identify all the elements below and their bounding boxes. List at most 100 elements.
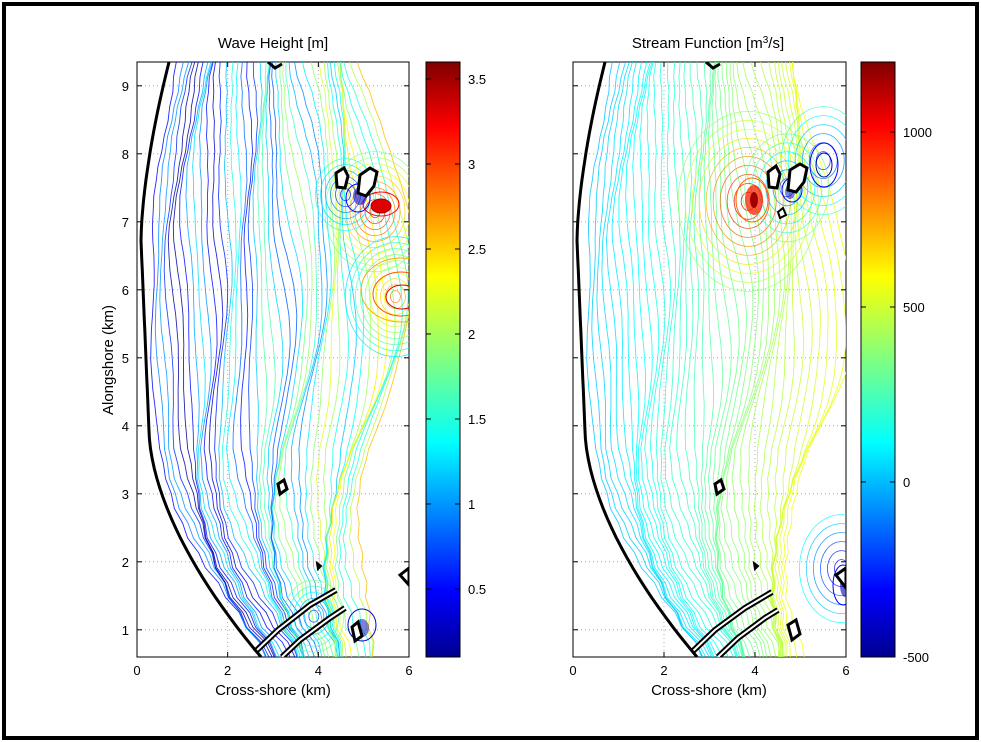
wave-height-y-ticks: 1 2 3 4 5 6 7 8 9	[122, 79, 409, 638]
wave-height-contour-line-18	[247, 62, 305, 657]
wave-height-feature-1-ring-1	[389, 290, 401, 304]
wave-height-contour-line-28	[283, 62, 334, 657]
stream-function-contour-line-10	[644, 62, 729, 657]
stream-function-x-ticks: 0 2 4 6	[569, 62, 850, 678]
wave-height-contour-line-4	[167, 62, 273, 657]
wave-height-breakwater-1-inner	[254, 589, 337, 653]
wave-height-contour-line-6	[179, 62, 276, 657]
wave-height-feature-1-ring-3	[380, 278, 409, 315]
wave-height-feature-1-ring-2	[384, 284, 406, 310]
wave-height-contour-line-20	[257, 62, 303, 657]
wave-height-panel: Wave Height [m]	[100, 35, 413, 699]
wave-height-contour-line-31	[301, 62, 340, 657]
stream-function-panel: Stream Function [m3/s]	[569, 35, 850, 700]
stream-function-x-tick-label-2: 4	[751, 663, 758, 678]
stream-function-colorbar: -500 0 500 1000	[860, 61, 932, 665]
wave-height-contour-line-38	[325, 62, 372, 657]
wave-height-contour-line-44	[348, 62, 409, 657]
stream-function-contour-line-20	[703, 62, 744, 657]
wave-height-contour-line-19	[252, 62, 304, 657]
stream-function-contour-line-6	[618, 62, 714, 657]
wave-height-contour-line-30	[294, 62, 341, 657]
stream-function-feature-2-ring-6	[799, 514, 846, 623]
wave-height-island-2	[356, 166, 379, 198]
wave-height-colorbar-ticks: 0.5 1 1.5 2 2.5 3 3.5	[426, 72, 486, 597]
wave-height-contour-line-32	[310, 62, 338, 657]
stream-function-breakwater-1-inner	[691, 591, 773, 653]
wave-height-y-tick-label-6: 7	[122, 215, 129, 230]
stream-function-feature-3-ring-6	[744, 133, 830, 243]
wave-height-y-tick-label-8: 9	[122, 79, 129, 94]
stream-function-feature-0-ring-8	[691, 128, 805, 274]
stream-function-hotspot	[735, 177, 769, 223]
stream-function-contour-line-17	[684, 62, 745, 657]
wave-height-contours	[139, 62, 409, 657]
wave-height-contour-line-25	[271, 62, 323, 657]
stream-function-colorbar-tick-label-2: 500	[903, 300, 925, 315]
stream-function-feature-0-ring-10	[677, 110, 819, 292]
stream-function-feature-0-ring-3	[726, 173, 770, 229]
stream-function-feature-1-ring-4	[794, 124, 846, 197]
stream-function-contours	[575, 62, 846, 657]
wave-height-contour-line-41	[334, 62, 396, 657]
wave-height-contour-line-17	[240, 62, 305, 657]
wave-height-feature-1-ring-6	[365, 260, 409, 333]
stream-function-contour-line-0	[586, 62, 703, 657]
wave-height-contour-line-5	[172, 62, 275, 657]
wave-height-feature-1-ring-8	[355, 248, 409, 345]
stream-function-contour-line-7	[625, 62, 715, 657]
wave-height-feature-0-ring-8	[334, 163, 409, 260]
stream-function-feature-2-ring-3	[820, 541, 846, 596]
wave-height-contour-line-29	[288, 62, 339, 657]
wave-height-contour-line-9	[199, 62, 285, 657]
wave-height-contour-line-37	[323, 62, 365, 657]
stream-function-island-7	[833, 566, 846, 591]
stream-function-colorbar-tick-label-1: 0	[903, 475, 910, 490]
wave-height-island-5	[315, 560, 323, 572]
wave-height-contour-line-45	[356, 62, 409, 657]
stream-function-contour-line-4	[606, 62, 710, 657]
stream-function-island-6	[786, 617, 802, 643]
wave-height-coastline	[139, 62, 263, 657]
stream-function-feature-2-ring-5	[806, 523, 846, 614]
wave-height-island-7	[350, 619, 364, 644]
wave-height-x-tick-label-0: 0	[133, 663, 140, 678]
wave-height-feature-3-ring-1	[308, 609, 320, 623]
wave-height-feature-1-ring-9	[350, 242, 409, 351]
wave-height-island-1	[334, 165, 350, 190]
stream-function-contour-line-25	[717, 62, 764, 657]
stream-function-contour-line-28	[731, 62, 777, 657]
stream-function-x-tick-label-3: 6	[842, 663, 849, 678]
wave-height-y-tick-label-2: 3	[122, 487, 129, 502]
wave-height-contour-line-27	[278, 62, 330, 657]
wave-height-contour-line-16	[232, 62, 304, 657]
wave-height-title: Wave Height [m]	[218, 35, 328, 52]
wave-height-breakwater-2-inner	[281, 607, 346, 657]
wave-height-contour-line-42	[338, 62, 403, 657]
stream-function-contour-line-26	[720, 62, 768, 657]
stream-function-y-ticks	[573, 85, 846, 631]
wave-height-colorbar-gradient	[425, 61, 461, 658]
stream-function-x-label: Cross-shore (km)	[651, 682, 767, 699]
wave-height-colorbar-tick-label-2: 1.5	[468, 412, 486, 427]
stream-function-contour-line-18	[693, 62, 745, 657]
stream-function-contour-line-15	[669, 62, 741, 657]
wave-height-contour-line-11	[208, 62, 296, 657]
wave-height-contour-line-7	[185, 62, 277, 657]
wave-height-y-tick-label-3: 4	[122, 419, 129, 434]
stream-function-contour-line-11	[649, 62, 734, 657]
wave-height-contour-line-43	[342, 62, 409, 657]
stream-function-title-main: Stream Function [m	[632, 35, 763, 52]
wave-height-x-tick-label-2: 4	[315, 663, 322, 678]
stream-function-contour-line-14	[664, 62, 739, 657]
stream-function-coastline	[575, 62, 699, 657]
stream-function-island-4	[713, 477, 726, 497]
stream-function-island-8	[776, 206, 788, 220]
wave-height-contour-line-10	[203, 62, 291, 657]
stream-function-colorbar-gradient	[860, 61, 896, 658]
stream-function-contour-line-27	[725, 62, 772, 657]
wave-height-x-label: Cross-shore (km)	[215, 682, 331, 699]
wave-height-y-tick-label-4: 5	[122, 351, 129, 366]
stream-function-island-2	[786, 162, 809, 194]
